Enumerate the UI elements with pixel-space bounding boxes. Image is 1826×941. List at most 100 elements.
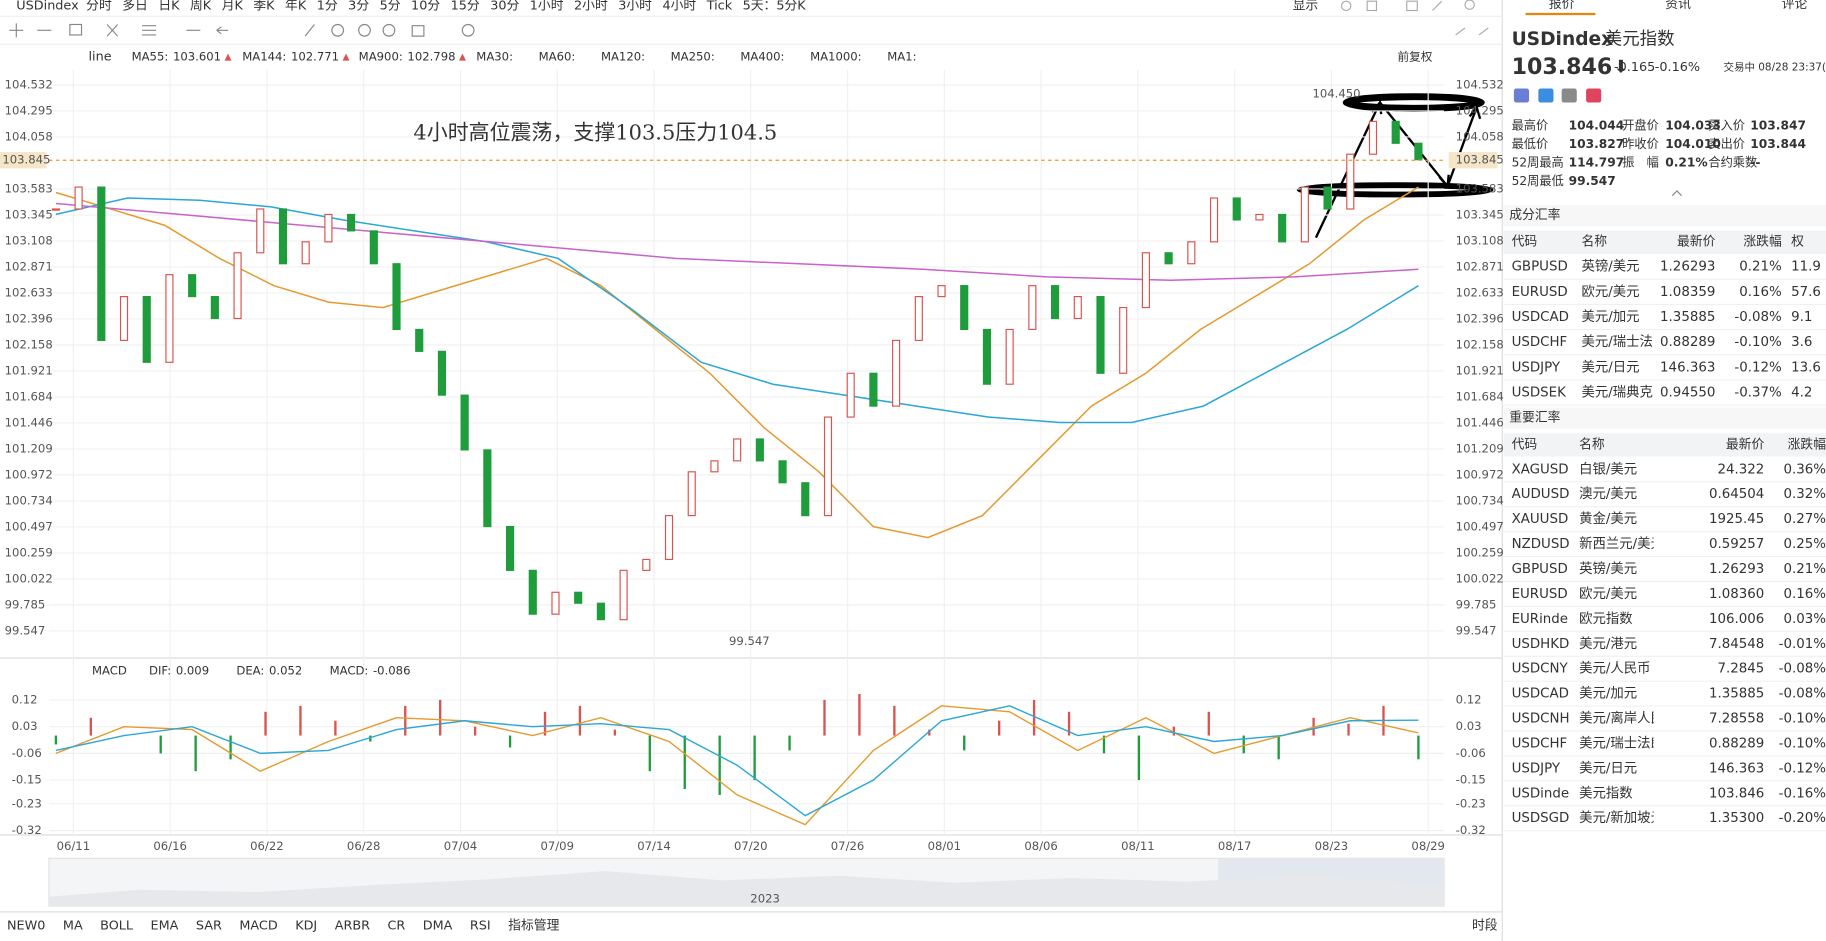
period-tab[interactable]: 2小时 xyxy=(574,0,608,13)
table-cell: 0.21% xyxy=(1739,260,1782,275)
table-code[interactable]: USDJPY xyxy=(1512,360,1561,375)
table-cell[interactable]: 欧元指数 xyxy=(1579,611,1633,627)
indicator-tab[interactable]: ARBR xyxy=(335,918,370,933)
table-code[interactable]: USDCNH xyxy=(1512,712,1570,727)
period-tab[interactable]: 10分 xyxy=(411,0,440,13)
period-tab[interactable]: 日K xyxy=(158,0,180,13)
table-code[interactable]: XAUUSD xyxy=(1512,512,1569,527)
table-code[interactable]: USDCAD xyxy=(1512,687,1569,702)
period-tab[interactable]: 4小时 xyxy=(662,0,696,13)
period-tab[interactable]: Tick xyxy=(706,0,733,13)
indicator-tab[interactable]: KDJ xyxy=(295,918,317,933)
legend-inactive[interactable]: MA250: xyxy=(671,50,715,64)
table-code[interactable]: USDJPY xyxy=(1512,761,1561,776)
legend-inactive[interactable]: MA120: xyxy=(601,50,645,64)
period-tab[interactable]: 月K xyxy=(222,0,244,13)
indicator-tab[interactable]: MACD xyxy=(239,918,278,933)
table-cell[interactable]: 黄金/美元 xyxy=(1579,511,1637,527)
top-right-icons[interactable] xyxy=(1340,0,1489,36)
table-cell[interactable]: 美元/港元 xyxy=(1579,636,1637,652)
table-cell[interactable]: 欧元/美元 xyxy=(1581,284,1639,300)
table-code[interactable]: USDCHF xyxy=(1512,736,1568,751)
table-cell[interactable]: 美元/离岸人民币 xyxy=(1579,710,1677,727)
indicator-tab[interactable]: SAR xyxy=(196,918,222,933)
table-code[interactable]: USDinde xyxy=(1512,786,1570,801)
table-code[interactable]: EURUSD xyxy=(1512,587,1568,602)
table-cell[interactable]: 美元指数 xyxy=(1579,785,1633,801)
panel-tab[interactable]: 资讯 xyxy=(1665,0,1691,12)
panel-tab[interactable]: 报价 xyxy=(1549,0,1575,12)
table-cell[interactable]: 美元/新加坡元 xyxy=(1579,810,1664,826)
period-tab[interactable]: 1小时 xyxy=(530,0,564,13)
candle xyxy=(937,285,946,298)
table-code[interactable]: USDCHF xyxy=(1512,335,1568,350)
legend-inactive[interactable]: MA1000: xyxy=(810,50,861,64)
collapse-caret[interactable] xyxy=(1671,190,1683,197)
table-cell[interactable]: 英镑/美元 xyxy=(1579,560,1637,577)
table-cell[interactable]: 美元/瑞士法郎 xyxy=(1579,735,1664,751)
table-code[interactable]: EURinde xyxy=(1512,612,1568,627)
quote-icon[interactable] xyxy=(1513,88,1530,103)
table-code[interactable]: USDSGD xyxy=(1512,811,1570,826)
table-cell[interactable]: 美元/加元 xyxy=(1581,309,1639,325)
period-tab[interactable]: 周K xyxy=(190,0,212,13)
table-cell: 0.25% xyxy=(1784,537,1826,552)
table-code[interactable]: EURUSD xyxy=(1512,285,1568,300)
period-tab[interactable]: 年K xyxy=(285,0,307,13)
legend-inactive[interactable]: MA30: xyxy=(476,50,513,64)
table-code[interactable]: USDCAD xyxy=(1512,310,1569,325)
table-cell[interactable]: 美元/瑞士法 xyxy=(1581,334,1652,350)
table-cell[interactable]: 英镑/美元 xyxy=(1581,258,1639,275)
symbol[interactable]: USDindex xyxy=(16,0,79,13)
period-tab[interactable]: 分时 xyxy=(86,0,112,13)
x-tick-label: 08/29 xyxy=(1411,839,1445,853)
period-tab[interactable]: 5分 xyxy=(380,0,401,13)
indicator-tab[interactable]: RSI xyxy=(470,918,491,933)
table-code[interactable]: GBPUSD xyxy=(1512,562,1568,577)
drawing-tools[interactable] xyxy=(9,23,475,38)
display-menu[interactable]: 显示 xyxy=(1293,0,1319,13)
quote-icon[interactable] xyxy=(1561,88,1577,103)
period-tab[interactable]: 1分 xyxy=(317,0,338,13)
table-code[interactable]: USDHKD xyxy=(1512,637,1570,652)
table-cell[interactable]: 美元/日元 xyxy=(1581,359,1639,375)
panel-tab[interactable]: 评论 xyxy=(1782,0,1808,12)
table-cell[interactable]: 欧元/美元 xyxy=(1579,586,1637,602)
y-tick-label: 103.345 xyxy=(1456,208,1504,222)
legend-inactive[interactable]: MA400: xyxy=(740,50,784,64)
indicator-tab[interactable]: MA xyxy=(63,918,83,933)
indicator-tab[interactable]: NEW0 xyxy=(7,918,45,933)
table-code[interactable]: AUDUSD xyxy=(1512,487,1570,502)
indicator-tab[interactable]: 指标管理 xyxy=(508,918,559,933)
table-code[interactable]: USDCNY xyxy=(1512,662,1569,677)
period-tab[interactable]: 3小时 xyxy=(618,0,652,13)
table-code[interactable]: XAGUSD xyxy=(1512,462,1569,477)
table-cell[interactable]: 新西兰元/美元 xyxy=(1579,536,1664,552)
period-tab[interactable]: 5天：5分K xyxy=(743,0,807,13)
legend-inactive[interactable]: MA1: xyxy=(887,50,916,64)
quote-icon[interactable] xyxy=(1538,88,1554,103)
period-tab[interactable]: 30分 xyxy=(490,0,519,13)
adjust-toggle[interactable]: 前复权 xyxy=(1397,50,1432,64)
period-tab[interactable]: 15分 xyxy=(451,0,480,13)
legend-inactive[interactable]: MA60: xyxy=(539,50,576,64)
indicator-tab[interactable]: DMA xyxy=(423,918,453,933)
table-code[interactable]: NZDUSD xyxy=(1512,537,1570,552)
indicator-tab[interactable]: EMA xyxy=(151,918,179,933)
table-cell[interactable]: 美元/人民币 xyxy=(1579,661,1650,677)
period-tab[interactable]: 3分 xyxy=(348,0,369,13)
session-toggle[interactable]: 时段 xyxy=(1472,918,1498,933)
table-cell[interactable]: 澳元/美元 xyxy=(1579,486,1637,502)
table-cell[interactable]: 美元/加元 xyxy=(1579,686,1637,702)
period-tab[interactable]: 季K xyxy=(253,0,275,13)
table-cell[interactable]: 美元/日元 xyxy=(1579,760,1637,776)
table-cell[interactable]: 美元/瑞典克 xyxy=(1581,384,1652,400)
table-cell[interactable]: 白银/美元 xyxy=(1579,461,1637,477)
indicator-tab[interactable]: BOLL xyxy=(100,918,134,933)
period-tab[interactable]: 多日 xyxy=(122,0,148,13)
y-tick-label: 104.058 xyxy=(1456,129,1504,143)
indicator-tab[interactable]: CR xyxy=(387,918,405,933)
table-code[interactable]: USDSEK xyxy=(1512,385,1568,400)
table-code[interactable]: GBPUSD xyxy=(1512,260,1568,275)
quote-icon[interactable] xyxy=(1586,88,1602,103)
